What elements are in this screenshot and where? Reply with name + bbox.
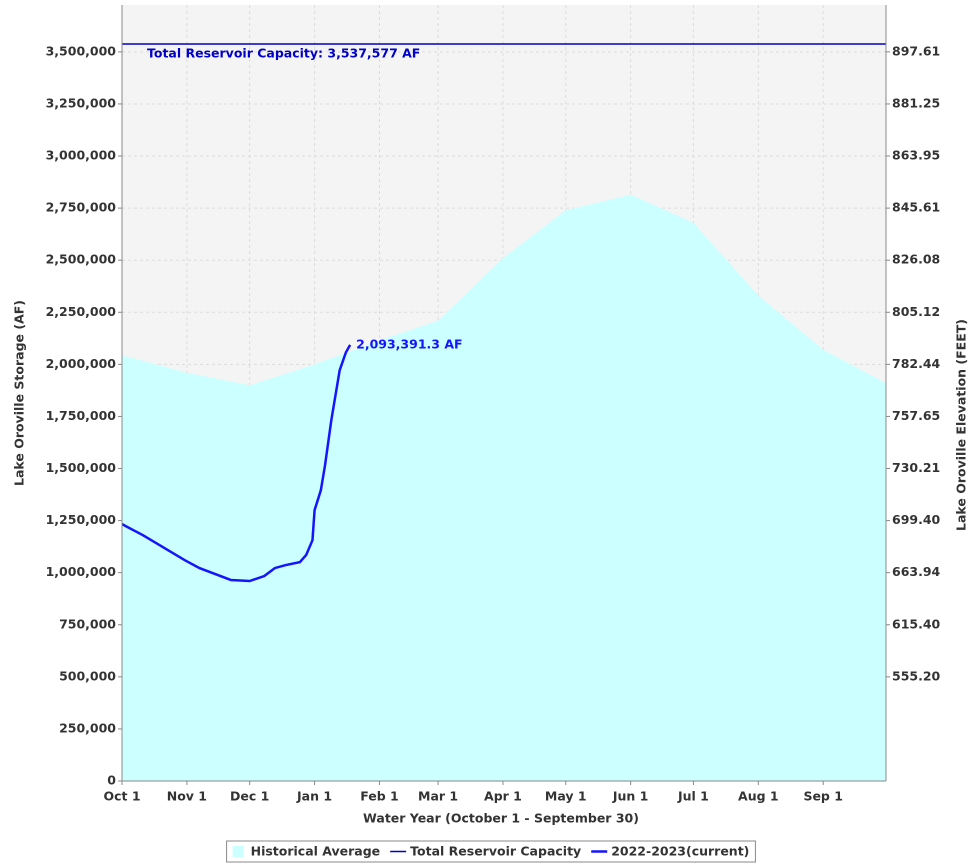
y-tick-label: 1,750,000 [46,408,117,423]
x-tick-label: Jun 1 [612,789,649,804]
x-tick-label: Nov 1 [167,789,207,804]
x-tick-label: Sep 1 [803,789,842,804]
y2-axis-label: Lake Oroville Elevation (FEET) [954,319,969,531]
y-tick-label: 750,000 [59,616,116,631]
y-tick-label: 3,500,000 [46,43,117,58]
y-tick-label: 250,000 [59,720,116,735]
y-axis-label: Lake Oroville Storage (AF) [12,300,27,486]
y-tick-label: 3,000,000 [46,148,117,163]
legend-box [226,840,756,863]
y2-tick-label: 826.08 [892,252,940,267]
y2-tick-label: 615.40 [892,616,941,631]
line [121,344,352,583]
y2-tick-label: 782.44 [892,356,941,371]
legend-item: 2022-2023(current) [591,844,749,859]
x-tick-label: Apr 1 [484,789,522,804]
y-tick-label: 1,500,000 [46,460,117,475]
axes: 0 250,000 500,000 750,000 1,000,000 1,250,000… [46,5,941,804]
x-tick-label: May 1 [545,789,587,804]
legend-item: Historical Average [232,844,381,859]
y2-tick-label: 863.95 [892,148,940,163]
y-tick-label: 2,500,000 [46,252,117,267]
x-tick-label: Jul 1 [677,789,709,804]
y-tick-label: 2,000,000 [46,356,117,371]
y2-tick-label: 845.61 [892,200,940,215]
legend: Historical Average Total Reservoir Capaci… [226,840,756,863]
legend-swatch [232,846,244,857]
y2-tick-label: 897.61 [892,43,940,58]
x-tick-label: Mar 1 [418,789,458,804]
y-tick-label: 2,750,000 [46,200,117,215]
x-tick-label: Aug 1 [738,789,779,804]
y-tick-label: 1,000,000 [46,564,117,579]
y-tick-label: 0 [107,773,116,788]
legend-label: 2022-2023(current) [611,844,749,859]
y-tick-label: 2,250,000 [46,304,117,319]
y2-tick-label: 757.65 [892,408,940,423]
x-tick-label: Dec 1 [230,789,269,804]
y2-tick-label: 555.20 [892,668,941,683]
y-tick-label: 500,000 [59,668,116,683]
x-axis-label: Water Year (October 1 - September 30) [363,811,639,826]
y-tick-label: 1,250,000 [46,512,117,527]
x-tick-label: Feb 1 [360,789,399,804]
capacity-label: Total Reservoir Capacity: 3,537,577 AF [147,46,420,61]
area [122,194,886,782]
legend-label: Historical Average [251,844,381,859]
marks: Total Reservoir Capacity: 3,537,577 AF 2,… [121,43,886,782]
y2-tick-label: 663.94 [892,564,941,579]
y-tick-label: 3,250,000 [46,95,117,110]
y2-tick-label: 805.12 [892,304,940,319]
y2-tick-label: 730.21 [892,460,940,475]
legend-item: Total Reservoir Capacity [390,844,581,859]
y2-tick-label: 881.25 [892,95,940,110]
x-tick-label: Jan 1 [296,789,332,804]
x-tick-label: Oct 1 [103,789,140,804]
end-label: 2,093,391.3 AF [356,336,462,351]
legend-label: Total Reservoir Capacity [410,844,581,859]
y2-tick-label: 699.40 [892,512,941,527]
